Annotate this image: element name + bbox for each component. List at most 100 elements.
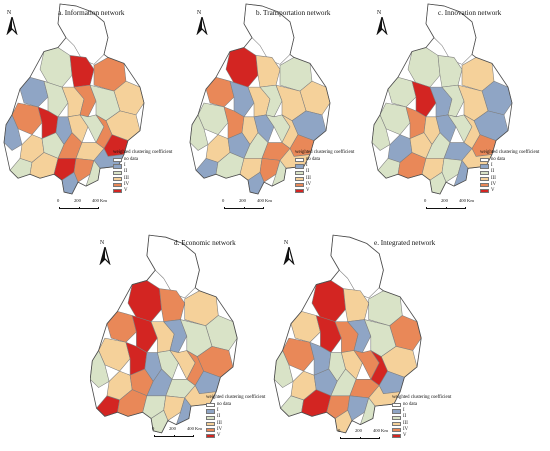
map-outline	[189, 3, 331, 195]
map-svg	[3, 3, 145, 195]
north-label: N	[196, 10, 202, 16]
legend-label: IV	[124, 181, 130, 187]
map-svg	[371, 3, 513, 195]
panel-title: c. Innovation network	[438, 9, 502, 17]
panel-title: e. Integrated network	[374, 239, 436, 247]
legend-label: III	[124, 175, 129, 181]
north-label: N	[376, 10, 382, 16]
legend-label: I	[403, 408, 405, 414]
legend-swatch	[480, 183, 489, 188]
map-svg	[90, 234, 238, 434]
region-west-middle	[387, 76, 417, 108]
legend-swatch	[206, 434, 215, 439]
legend-label: II	[124, 169, 128, 175]
map-regions	[371, 3, 513, 195]
legend: weighted clustering coefficient no data …	[480, 150, 539, 194]
legend-swatch	[295, 158, 304, 163]
legend-item-i: I	[206, 408, 265, 414]
scale-bar: 0 200 400 Km	[57, 198, 107, 211]
legend-swatch	[206, 409, 215, 414]
map-outline	[273, 234, 422, 434]
legend-swatch	[480, 164, 489, 169]
legend-label: no data	[124, 156, 138, 162]
legend-swatch	[392, 421, 401, 427]
legend-item-iv: IV	[113, 181, 172, 188]
north-arrow-icon	[196, 17, 208, 35]
north-arrow: N	[279, 240, 295, 265]
scale-label-400: 400 Km	[459, 198, 474, 203]
legend-item-i: I	[295, 163, 354, 169]
region-north-west	[127, 280, 162, 322]
legend-item-iv: IV	[480, 182, 539, 188]
legend-swatch	[295, 189, 304, 194]
legend-label: no data	[491, 156, 505, 162]
legend-label: V	[217, 432, 221, 438]
region-south-central-a	[157, 350, 179, 380]
legend-label: no data	[306, 156, 320, 162]
legend-label: IV	[403, 426, 409, 432]
legend-swatch	[480, 170, 489, 175]
legend-item-v: V	[392, 432, 451, 439]
legend-item-ii: II	[480, 170, 539, 175]
legend-item-v: V	[480, 187, 539, 194]
map-panel-information: a. Information network N weighted cluste…	[0, 0, 182, 222]
legend-label: I	[124, 163, 126, 169]
scale-label-200: 200	[239, 198, 246, 203]
scale-label-200: 200	[355, 428, 362, 433]
legend-label: V	[491, 187, 495, 193]
legend: weighted clustering coefficient no data …	[113, 150, 173, 194]
legend-item-i: I	[113, 163, 172, 169]
legend-item-i: I	[392, 408, 451, 414]
scale-bar: 0 200 400 Km	[424, 198, 474, 211]
legend-swatch	[295, 170, 304, 175]
region-north-west	[39, 47, 73, 88]
region-west-middle	[290, 311, 321, 343]
region-south-central-a	[67, 114, 89, 143]
scale-label-400: 400 Km	[373, 428, 388, 433]
legend-item-iii: III	[206, 421, 265, 427]
legend-item-ii: II	[392, 415, 451, 420]
north-label: N	[283, 240, 289, 246]
scale-bar: 0 200 400 Km	[222, 198, 272, 211]
region-north-west	[225, 47, 259, 88]
legend-label: I	[491, 163, 493, 169]
scale-label-0: 0	[338, 428, 341, 433]
legend-swatch	[480, 189, 489, 194]
map-panel-economic: d. Economic network N weighted clusterin…	[90, 228, 272, 450]
legend: weighted clustering coefficient no data …	[392, 395, 451, 439]
legend-item-v: V	[113, 188, 172, 194]
legend-item-iv: IV	[206, 427, 265, 433]
legend-swatch	[113, 158, 122, 163]
north-arrow-icon	[376, 17, 388, 35]
legend-item-no-data: no data	[480, 156, 539, 163]
scale-bar: 0 200 400 Km	[152, 426, 202, 439]
map-panel-transportation: b. Transportation network N weighted clu…	[184, 0, 366, 222]
region-north-west	[311, 280, 346, 322]
legend-title: weighted clustering coefficient	[295, 150, 355, 155]
region-south-central-a	[341, 350, 363, 380]
legend: weighted clustering coefficient no data …	[295, 150, 355, 194]
legend-label: no data	[403, 401, 417, 407]
legend-label: II	[306, 169, 310, 175]
region-south-west-tip	[96, 395, 120, 417]
map-regions	[3, 3, 145, 195]
scale-label-0: 0	[424, 198, 427, 203]
legend-label: III	[491, 175, 496, 181]
legend-swatch	[480, 158, 489, 163]
legend-label: II	[217, 414, 221, 420]
map-regions	[189, 3, 331, 195]
legend-label: V	[306, 187, 310, 193]
region-south-west-tip	[9, 158, 33, 179]
legend-item-v: V	[295, 187, 354, 194]
legend-title: weighted clustering coefficient	[206, 395, 266, 400]
map-regions	[90, 234, 238, 434]
legend-swatch	[113, 170, 122, 175]
legend-item-ii: II	[206, 415, 265, 420]
legend-label: V	[403, 432, 407, 438]
map-outline	[3, 3, 145, 195]
legend-swatch	[295, 164, 304, 169]
legend-item-iii: III	[295, 176, 354, 182]
panel-title: b. Transportation network	[256, 9, 331, 17]
legend-title: weighted clustering coefficient	[113, 150, 173, 155]
legend-swatch	[206, 415, 215, 420]
